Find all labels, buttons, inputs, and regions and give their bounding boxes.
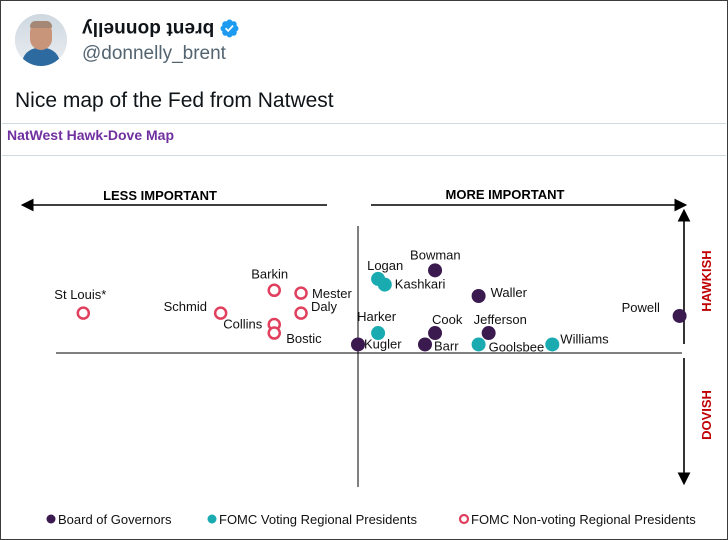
- divider: [2, 123, 726, 124]
- point-label-bostic: Bostic: [286, 331, 322, 346]
- x-label-right: MORE IMPORTANT: [446, 187, 565, 202]
- point-label-barr: Barr: [434, 338, 459, 353]
- y-label-bottom: DOVISH: [699, 390, 714, 440]
- legend: Board of Governors FOMC Voting Regional P…: [46, 512, 696, 527]
- point-label-collins: Collins: [223, 317, 263, 332]
- tweet-text: Nice map of the Fed from Natwest: [15, 89, 334, 112]
- chart-title: NatWest Hawk-Dove Map: [7, 127, 175, 143]
- point-label-harker: Harker: [357, 309, 397, 324]
- point-kashkari: [377, 277, 392, 292]
- divider: [2, 155, 726, 156]
- point-label-barkin: Barkin: [251, 266, 288, 281]
- point-label-mester: Mester: [312, 286, 352, 301]
- legend-marker-0: [46, 514, 56, 524]
- legend-label-0: Board of Governors: [58, 512, 172, 527]
- point-schmid: [213, 306, 228, 320]
- point-label-williams: Williams: [560, 331, 609, 346]
- point-daly: [294, 306, 308, 320]
- y-label-top: HAWKISH: [699, 250, 714, 311]
- point-goolsbee: [471, 337, 486, 352]
- legend-marker-1: [207, 514, 217, 524]
- point-bostic: [267, 326, 281, 340]
- point-label-kugler: Kugler: [364, 336, 402, 351]
- point-jefferson: [481, 326, 496, 341]
- point-label-logan: Logan: [367, 258, 403, 273]
- point-barr: [418, 337, 432, 352]
- point-williams: [545, 337, 560, 352]
- point-mester: [294, 286, 308, 300]
- legend-label-1: FOMC Voting Regional Presidents: [219, 512, 417, 527]
- point-label-jefferson: Jefferson: [474, 312, 527, 327]
- point-cook: [428, 326, 443, 341]
- tweet-header: brent donnelly @donnelly_brent: [15, 14, 715, 66]
- point-waller: [471, 289, 486, 303]
- point-label-kashkari: Kashkari: [395, 277, 446, 292]
- point-harker: [371, 326, 386, 341]
- legend-label-2: FOMC Non-voting Regional Presidents: [471, 512, 696, 527]
- avatar[interactable]: [15, 14, 67, 66]
- point-label-schmid: Schmid: [164, 299, 207, 314]
- point-label-goolsbee: Goolsbee: [489, 339, 545, 354]
- point-label-bowman: Bowman: [410, 247, 461, 262]
- author-handle[interactable]: @donnelly_brent: [82, 43, 226, 64]
- point-stlouis: [76, 306, 91, 320]
- point-label-cook: Cook: [432, 312, 463, 327]
- verified-badge-icon: [220, 19, 239, 37]
- data-points: St Louis* Schmid Collins Bostic Barkin Mester…: [54, 247, 687, 354]
- point-label-waller: Waller: [491, 285, 528, 300]
- legend-marker-2: [458, 513, 470, 525]
- x-label-left: LESS IMPORTANT: [103, 188, 217, 203]
- point-powell: [672, 308, 687, 323]
- point-barkin: [267, 283, 281, 298]
- point-bowman: [428, 263, 443, 278]
- point-kugler: [351, 337, 365, 352]
- author-name-row: brent donnelly: [82, 16, 240, 40]
- point-label-stlouis: St Louis*: [54, 287, 106, 302]
- point-label-powell: Powell: [622, 300, 660, 315]
- point-label-daly: Daly: [311, 299, 338, 314]
